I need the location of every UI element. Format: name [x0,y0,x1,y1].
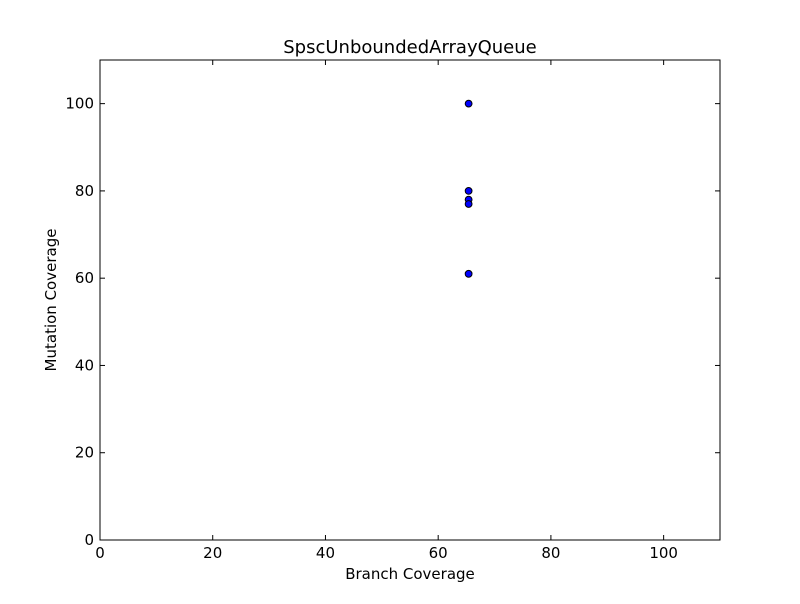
y-axis-ticks: 0 20 40 60 80 100 [65,95,720,549]
chart-title: SpscUnboundedArrayQueue [283,37,537,58]
data-point [464,187,473,195]
x-tick-label: 20 [203,544,222,562]
data-point [464,269,473,278]
y-axis-label: Mutation Coverage [42,229,60,372]
x-axis-ticks: 0 20 40 60 80 100 [95,60,678,562]
data-point [464,99,473,108]
x-tick-label: 80 [541,544,560,562]
y-tick-label: 20 [75,444,94,462]
x-tick-label: 40 [316,544,335,562]
y-tick-label: 80 [75,182,94,200]
x-axis-label: Branch Coverage [345,565,475,583]
y-tick-label: 0 [84,531,94,549]
x-tick-label: 0 [95,544,105,562]
y-tick-label: 60 [75,269,94,287]
x-tick-label: 60 [429,544,448,562]
data-point [464,200,473,208]
data-points [464,99,473,278]
y-tick-label: 40 [75,356,94,374]
x-tick-label: 100 [649,544,678,562]
plot-area [99,59,721,541]
y-tick-label: 100 [65,95,94,113]
